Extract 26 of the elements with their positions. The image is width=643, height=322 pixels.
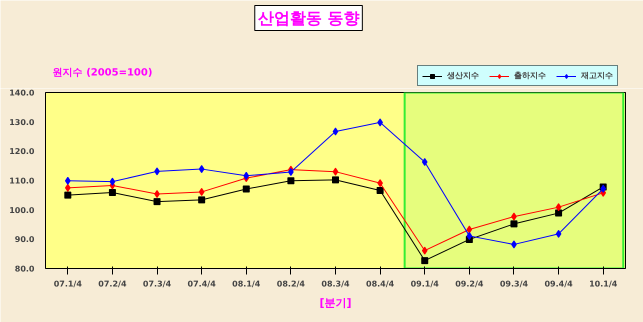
x-tick-label: 07.2/4 [98,280,127,288]
y-tick-label: 80.0 [14,264,35,274]
x-tick-label: 07.1/4 [54,280,82,288]
x-tick-label: 08.2/4 [276,280,306,288]
x-tick-label: 08.3/4 [321,280,350,288]
chart-title: 산업활동 동향 [258,8,360,28]
x-tick-label: 07.4/4 [188,280,216,288]
legend-label: 생산지수 [447,70,479,81]
x-tick-label: 09.1/4 [410,280,440,288]
y-tick-label: 120.0 [9,147,35,156]
x-tick-label: 09.3/4 [500,280,529,288]
legend-label: 출하지수 [514,70,546,81]
y-tick-label: 110.0 [9,176,35,186]
x-tick-label: 09.2/4 [455,280,484,288]
x-tick-label: 10.1/4 [589,280,618,288]
y-tick-label: 130.0 [9,118,35,127]
x-tick-label: 08.1/4 [232,280,261,288]
x-tick-label: 08.4/4 [366,280,395,288]
x-axis-title: [분기] [319,296,352,310]
y-tick-label: 90.0 [14,235,35,244]
y-axis-title: 원지수 (2005=100) [52,68,152,78]
x-tick-label: 07.3/4 [142,280,172,288]
y-tick-label: 140.0 [9,88,35,98]
legend-label: 재고지수 [581,70,613,81]
x-tick-label: 09.4/4 [544,280,574,288]
y-tick-label: 100.0 [9,206,35,215]
